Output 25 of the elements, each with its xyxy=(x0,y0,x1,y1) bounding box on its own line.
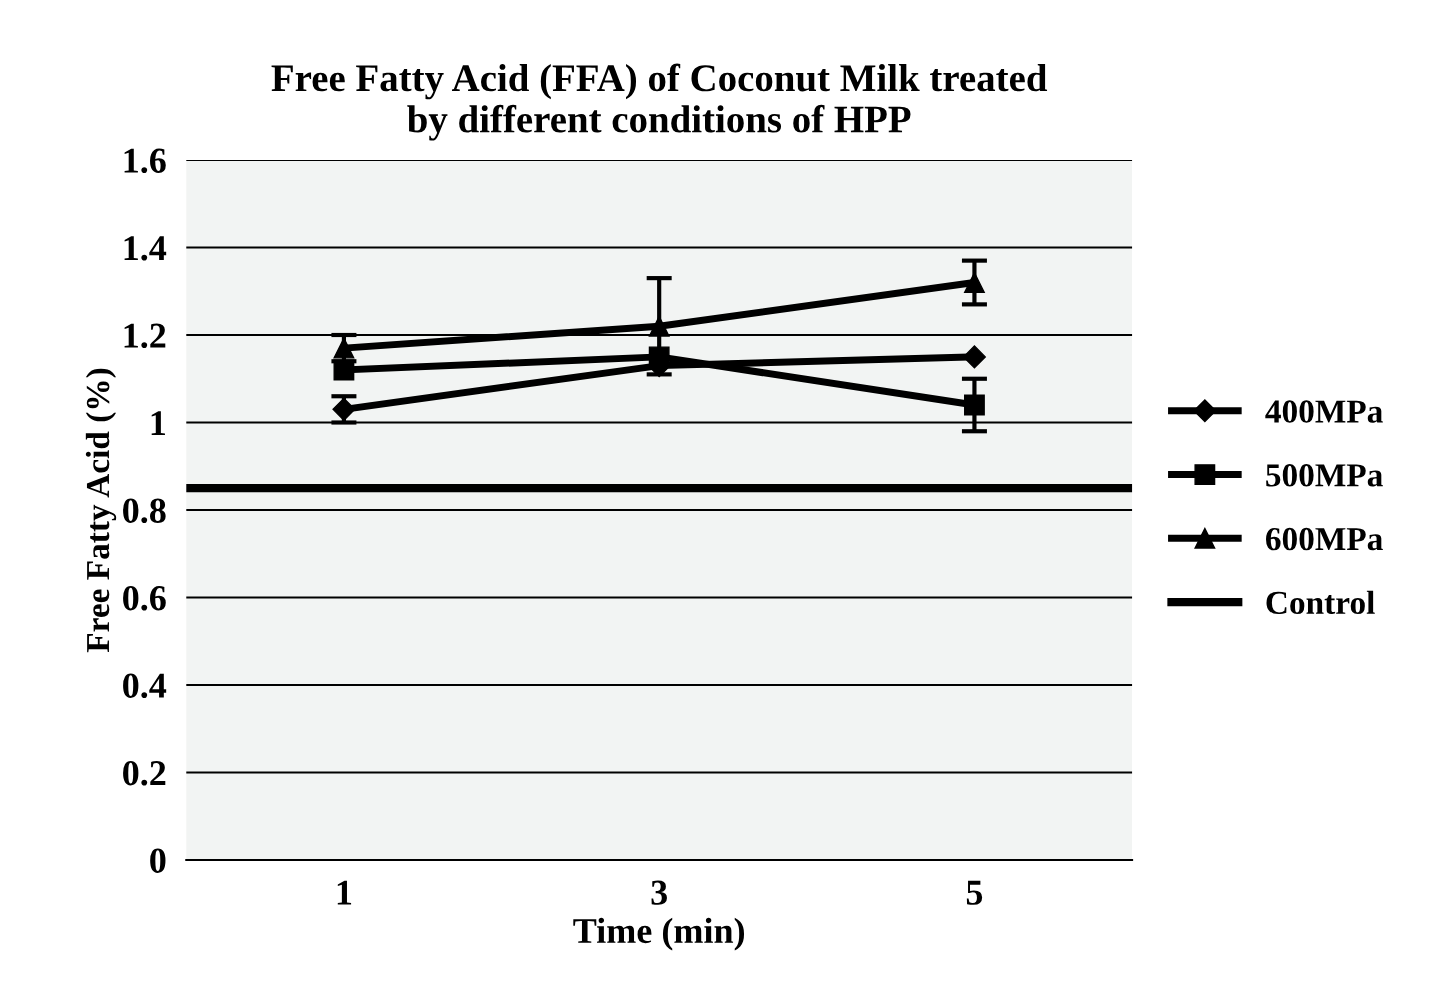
y-tick-label: 0.2 xyxy=(123,761,166,786)
point xyxy=(962,345,986,369)
legend-label: Control xyxy=(1266,590,1375,615)
point xyxy=(648,315,670,337)
y-tick-label: 1.6 xyxy=(124,148,166,174)
y-tick-label: 1.4 xyxy=(124,236,167,261)
y-tick-label: 0.8 xyxy=(123,498,166,524)
y-tick-label: 0 xyxy=(150,848,166,873)
chart-title: Free Fatty Acid (FFA) of Coconut Milk treated by different conditions of HPP xyxy=(271,63,1048,141)
y-axis-title: Free Fatty Acid (%) xyxy=(85,368,117,653)
x-tick-label: 5 xyxy=(966,880,983,905)
point xyxy=(333,337,355,359)
y-tick-label: 0.6 xyxy=(123,586,166,611)
x-tick-label: 3 xyxy=(651,880,667,905)
legend-label: 600MPa xyxy=(1266,527,1383,551)
legend-label: 500MPa xyxy=(1266,464,1383,487)
y-tick-label: 1 xyxy=(151,411,165,436)
x-axis-title: Time (min) xyxy=(573,917,745,951)
y-tick-label: 0.4 xyxy=(123,673,167,699)
point xyxy=(964,272,985,293)
point xyxy=(333,359,355,381)
x-tick-label: 1 xyxy=(337,880,352,905)
point xyxy=(964,394,985,416)
y-tick-label: 1.2 xyxy=(124,323,166,349)
legend-label: 400MPa xyxy=(1265,400,1383,423)
